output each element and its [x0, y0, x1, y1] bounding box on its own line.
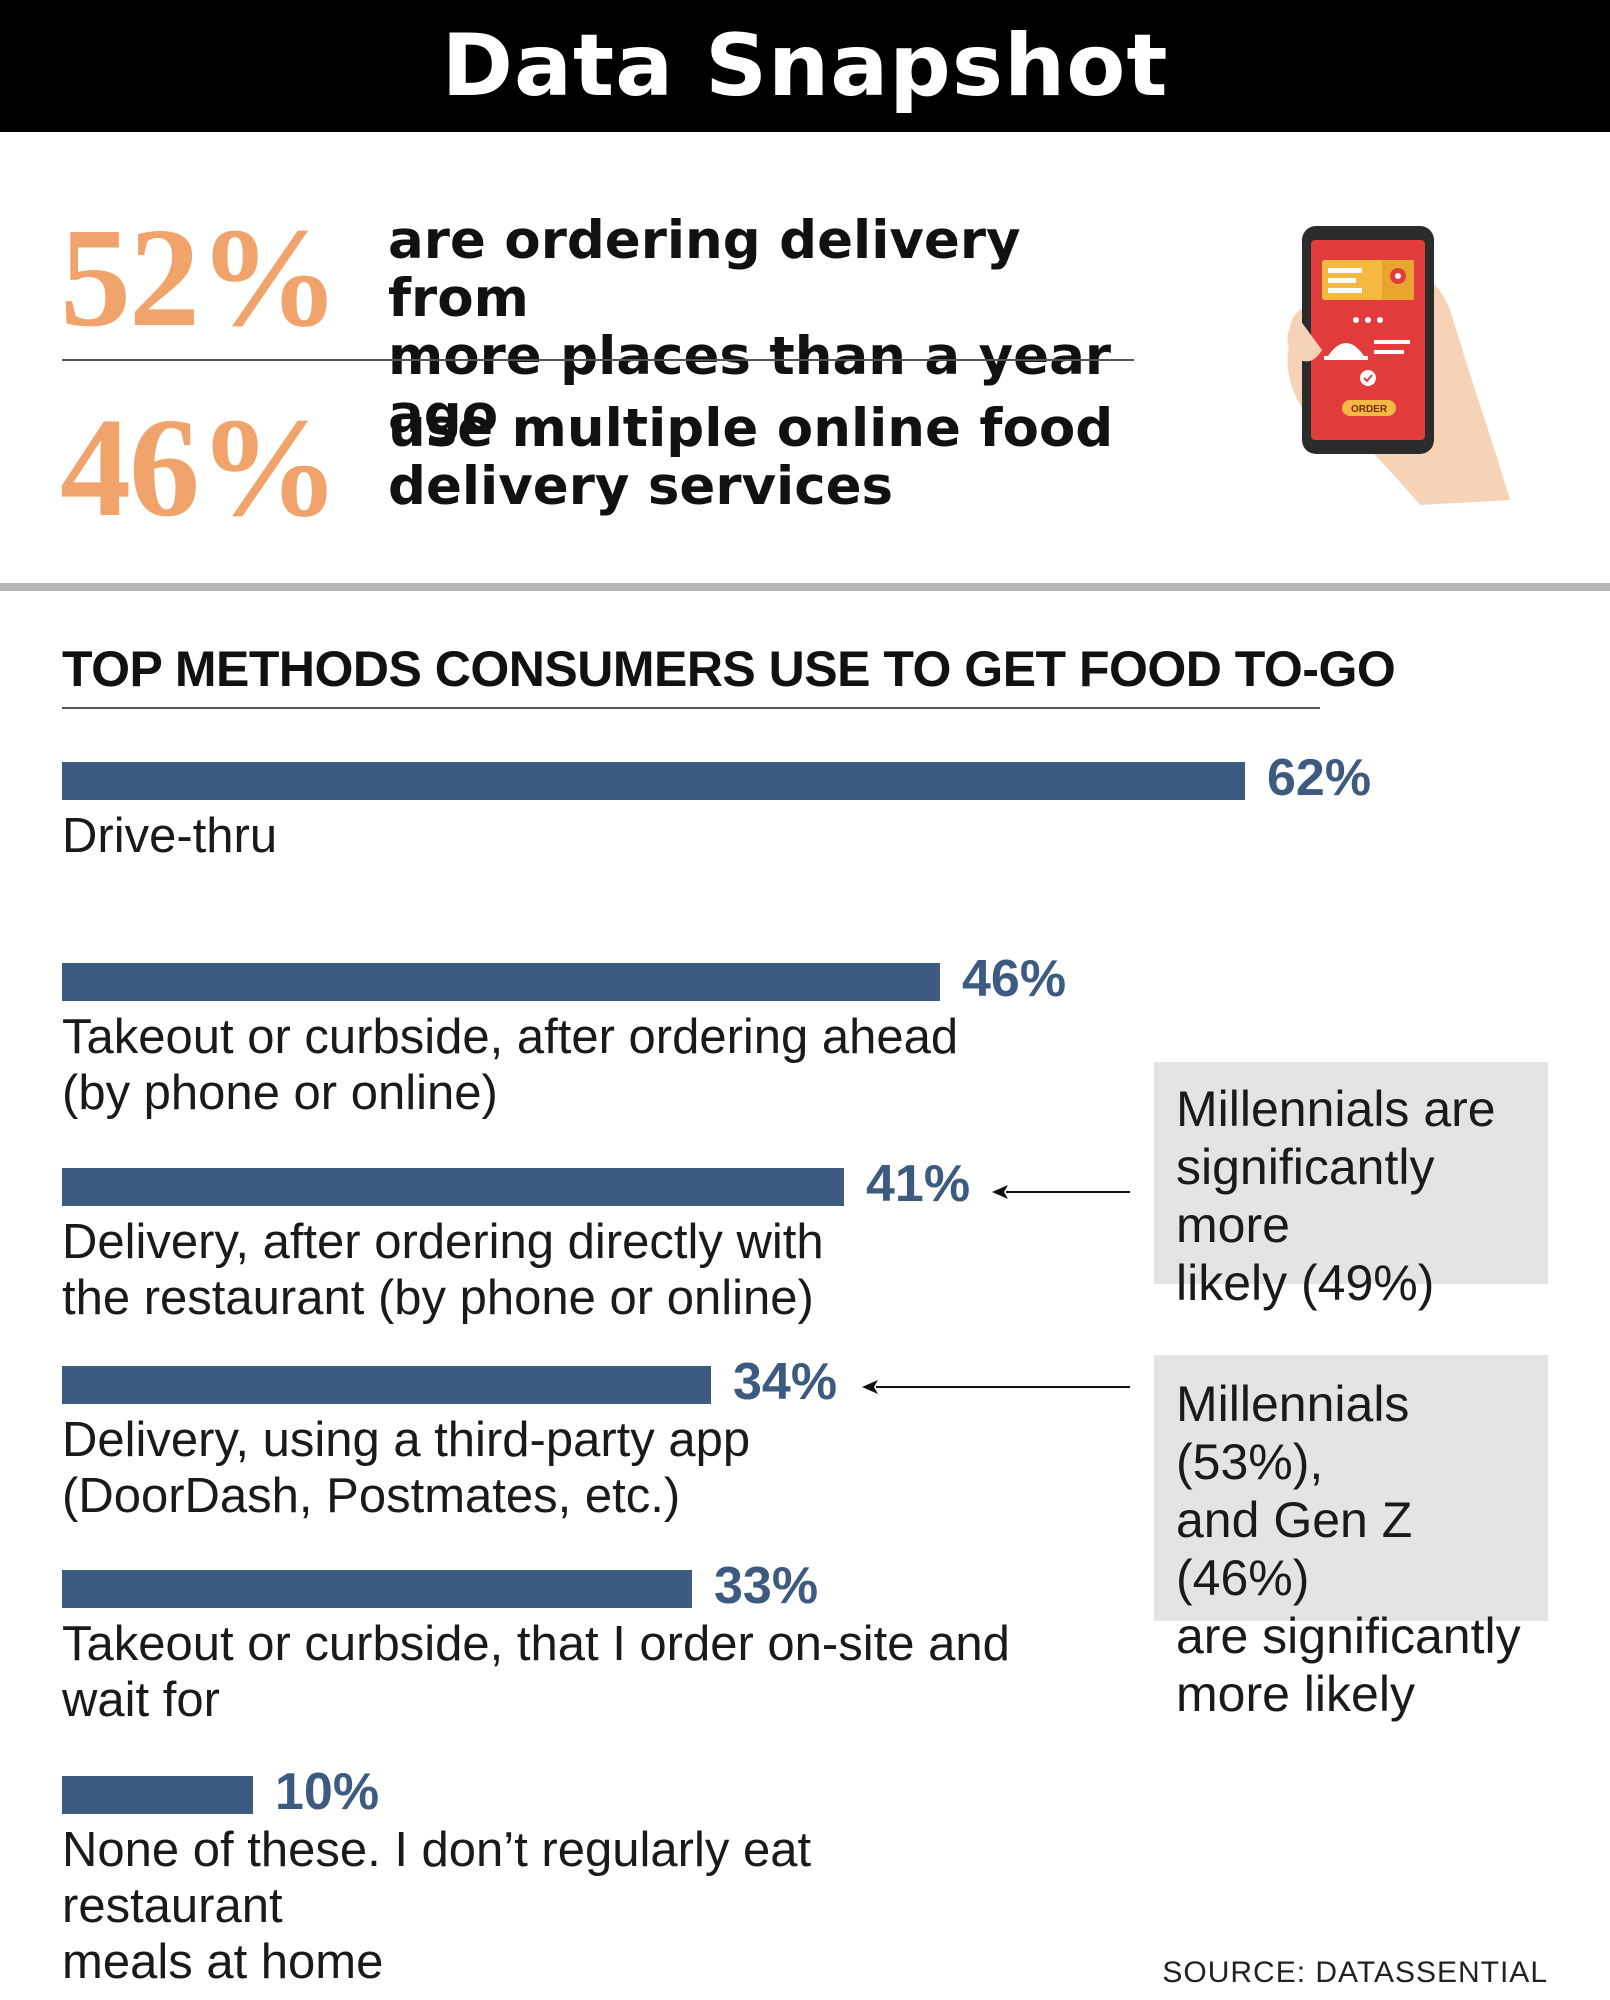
- bar-value-label: 10%: [275, 1763, 380, 1821]
- chart-title-underline: [62, 707, 1320, 709]
- header-banner: Data Snapshot: [0, 0, 1610, 132]
- screen-line: [1374, 340, 1410, 344]
- bar-category-label-line: Takeout or curbside, that I order on-sit…: [62, 1617, 1010, 1671]
- bar: [62, 1776, 253, 1814]
- callout-line: and Gen Z (46%): [1176, 1492, 1413, 1606]
- screen-line: [1328, 288, 1362, 293]
- location-pin-dot: [1395, 273, 1401, 279]
- phone-order-illustration: ORDER: [1287, 226, 1510, 505]
- bar-category-label-line: the restaurant (by phone or online): [62, 1271, 814, 1325]
- section-divider: [0, 583, 1610, 591]
- bar: [62, 1168, 844, 1206]
- bar-category-label: Takeout or curbside, after ordering ahea…: [62, 1009, 1022, 1121]
- bar-value-label: 34%: [733, 1353, 838, 1411]
- order-button: [1342, 400, 1396, 416]
- bar-category-label-line: Drive-thru: [62, 809, 278, 863]
- stat-text-1-line1: are ordering delivery from: [388, 210, 1021, 329]
- screen-line: [1328, 268, 1362, 273]
- bar: [62, 1366, 711, 1404]
- bar-category-label-line: Takeout or curbside, after ordering ahea…: [62, 1010, 959, 1064]
- callout-line: likely (49%): [1176, 1255, 1435, 1311]
- stat-text-2: use multiple online food delivery servic…: [388, 400, 1148, 516]
- callout-line: are significantly: [1176, 1608, 1521, 1664]
- stat-text-2-line2: delivery services: [388, 456, 894, 517]
- arrow-left-icon: [992, 1185, 1130, 1199]
- stat-value-2: 46%: [60, 388, 340, 546]
- callout-line: significantly more: [1176, 1139, 1435, 1253]
- thumb-shape: [1287, 320, 1322, 362]
- screen-line: [1328, 278, 1356, 283]
- stat-text-2-line1: use multiple online food: [388, 398, 1114, 459]
- bar-category-label-line: None of these. I don’t regularly eat res…: [62, 1823, 812, 1933]
- arrow-left-icon: [862, 1380, 1130, 1394]
- callout-line: Millennials (53%),: [1176, 1376, 1410, 1490]
- chart-title: TOP METHODS CONSUMERS USE TO GET FOOD TO…: [62, 641, 1396, 697]
- stat-value-1: 52%: [60, 198, 340, 356]
- page-title: Data Snapshot: [441, 16, 1169, 116]
- bar-category-label: Delivery, after ordering directly with th…: [62, 1214, 1022, 1326]
- stat-text-1: are ordering delivery from more places t…: [388, 212, 1148, 444]
- bar-category-label-line: (by phone or online): [62, 1066, 498, 1120]
- source-note: SOURCE: DATASSENTIAL: [1162, 1956, 1548, 1989]
- callout-millennials-genz: Millennials (53%), and Gen Z (46%) are s…: [1154, 1355, 1548, 1722]
- callout-line: more likely: [1176, 1666, 1415, 1722]
- cloche-base: [1324, 356, 1368, 360]
- cloche-icon: [1328, 343, 1364, 356]
- bar-category-label-line: meals at home: [62, 1935, 384, 1989]
- screen-line: [1374, 350, 1404, 354]
- bar-category-label: Drive-thru: [62, 808, 1022, 864]
- bar-category-label: Delivery, using a third-party app (DoorDa…: [62, 1412, 1022, 1524]
- bar-category-label-line: wait for: [62, 1673, 220, 1727]
- bar-category-label: None of these. I don’t regularly eat res…: [62, 1822, 1022, 1990]
- checkmark-icon: [1360, 370, 1376, 386]
- bar-category-label: Takeout or curbside, that I order on-sit…: [62, 1616, 1022, 1728]
- bar: [62, 1570, 692, 1608]
- bar-value-label: 46%: [962, 950, 1067, 1008]
- bar-category-label-line: (DoorDash, Postmates, etc.): [62, 1469, 681, 1523]
- bar-category-label-line: Delivery, after ordering directly with: [62, 1215, 824, 1269]
- screen-dot: [1377, 317, 1383, 323]
- order-button-label: ORDER: [1351, 404, 1388, 415]
- callout-millennials-direct: Millennials are significantly more likel…: [1154, 1062, 1548, 1311]
- bar-value-label: 33%: [714, 1557, 819, 1615]
- callout-line: Millennials are: [1176, 1081, 1496, 1137]
- bar-value-label: 41%: [866, 1155, 971, 1213]
- bar-category-label-line: Delivery, using a third-party app: [62, 1413, 751, 1467]
- bar: [62, 963, 940, 1001]
- bar-value-label: 62%: [1267, 749, 1372, 807]
- screen-dot: [1365, 317, 1371, 323]
- screen-dot: [1353, 317, 1359, 323]
- stat-text-1-line2: more places than a year ago: [388, 326, 1112, 445]
- bar: [62, 762, 1245, 800]
- stat-divider: [62, 359, 1134, 361]
